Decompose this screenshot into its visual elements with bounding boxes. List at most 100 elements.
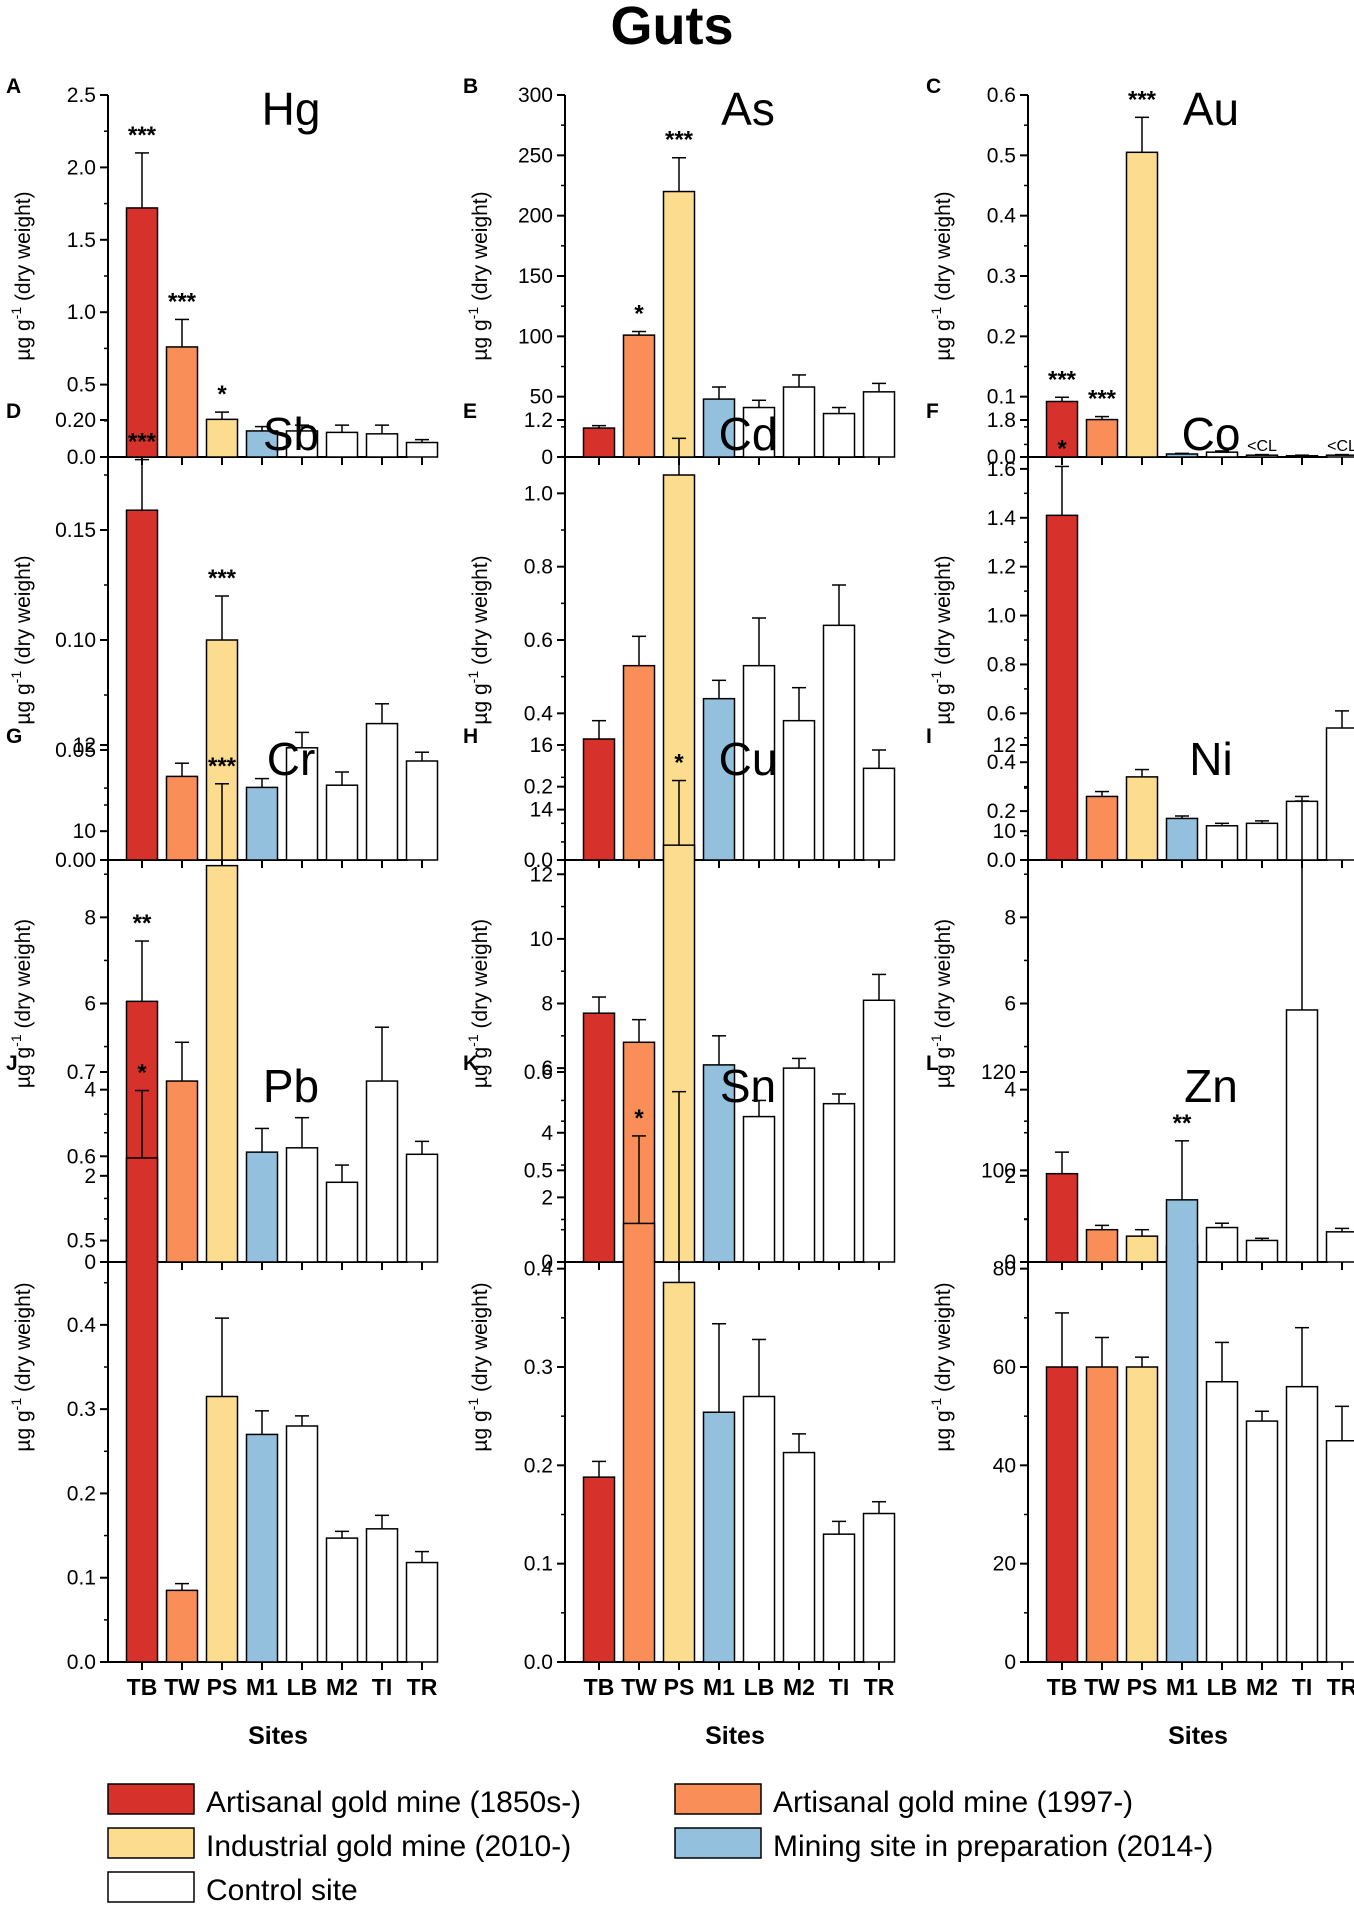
bar-m1 (1165, 1199, 1199, 1663)
bar-m2 (325, 1537, 359, 1663)
legend-label: Control site (206, 1874, 358, 1907)
y-tick-label: 0.2 (524, 776, 553, 799)
significance-marker: * (217, 381, 227, 408)
bar-m1 (245, 786, 279, 861)
y-tick-label: 0.3 (67, 1398, 96, 1421)
y-tick-label: 0.6 (524, 629, 553, 652)
significance-marker: *** (665, 127, 694, 154)
bar-tr (862, 767, 896, 861)
y-tick-label: 0.5 (524, 1159, 553, 1182)
significance-marker: * (634, 301, 644, 328)
y-tick-label: 1.0 (524, 482, 553, 505)
bar-ps (662, 1281, 696, 1663)
element-label: Pb (263, 1060, 319, 1112)
x-axis-label: Sites (705, 1722, 765, 1750)
panel-letter: K (463, 1052, 478, 1075)
bar-tw (622, 1222, 656, 1663)
bar-tw (622, 664, 656, 861)
bar-m1 (702, 1064, 736, 1263)
y-tick-label: 0.6 (987, 84, 1016, 107)
bar-tw (1085, 1228, 1119, 1263)
bar-tw (1085, 418, 1119, 458)
bar-ti (822, 624, 856, 861)
x-tick-label: LB (287, 1674, 318, 1700)
bar-tw (165, 1080, 199, 1263)
x-tick-label: TW (164, 1674, 200, 1700)
y-tick-label: 0.1 (67, 1567, 96, 1590)
significance-marker: *** (1088, 386, 1117, 413)
x-axis-label: Sites (1168, 1722, 1228, 1750)
significance-marker: ** (133, 910, 152, 937)
element-label: Cr (267, 733, 316, 785)
y-tick-label: 0 (1004, 1251, 1016, 1274)
legend-swatch (107, 1783, 195, 1815)
legend-item: Artisanal gold mine (1997-) (674, 1783, 1133, 1819)
bar-ti (1285, 455, 1319, 458)
x-tick-label: TI (372, 1674, 392, 1700)
y-tick-label: 8 (541, 993, 553, 1016)
y-tick-label: 40 (993, 1454, 1016, 1477)
element-label: Sb (263, 408, 319, 460)
legend-label: Artisanal gold mine (1997-) (773, 1786, 1133, 1819)
element-label: Ni (1189, 733, 1232, 785)
bar-ps (205, 864, 239, 1263)
bar-tr (1325, 454, 1354, 458)
bar-m1 (245, 430, 279, 458)
y-tick-label: 0.6 (524, 1061, 553, 1084)
panel-a: A Hg µg g-1 (dry weight) 0.0 0.5 1.0 1.5 2.0 2.5… (6, 75, 439, 469)
y-axis-label: µg g-1 (dry weight) (465, 555, 492, 724)
bar-m2 (1245, 454, 1279, 458)
panel-k: K Sn µg g-1 (dry weight) 0.0 0.1 0.2 0.3 0.4 0.5… (463, 1052, 896, 1750)
x-tick-label: TB (1047, 1674, 1078, 1700)
panel-j: J Pb µg g-1 (dry weight) 0.0 0.1 0.2 0.3 0.4 0.5… (6, 1052, 439, 1750)
legend-label: Mining site in preparation (2014-) (773, 1830, 1213, 1863)
y-tick-label: 0.05 (55, 739, 96, 762)
bar-m2 (782, 386, 816, 458)
x-tick-label: TI (1292, 1674, 1312, 1700)
y-axis-label: µg g-1 (dry weight) (8, 191, 35, 360)
significance-marker: *** (208, 753, 237, 780)
bar-m1 (245, 1433, 279, 1663)
y-tick-label: 0.2 (524, 1454, 553, 1477)
x-tick-label: M2 (1246, 1674, 1278, 1700)
below-detection-label: <CL (1247, 438, 1277, 455)
y-tick-label: 1.2 (524, 409, 553, 432)
panel-letter: H (463, 725, 478, 748)
bar-ti (1285, 1385, 1319, 1663)
bar-tb (582, 1012, 616, 1263)
bar-tw (165, 775, 199, 861)
x-tick-label: TB (584, 1674, 615, 1700)
panel-e: E Cd µg g-1 (dry weight) 0.0 0.2 0.4 0.6 0.8 1.0… (463, 400, 896, 872)
significance-marker: * (1057, 435, 1067, 462)
y-tick-label: 10 (73, 820, 96, 843)
legend: Artisanal gold mine (1850s-) Artisanal go… (107, 1783, 1213, 1907)
bar-m2 (325, 784, 359, 861)
bar-tr (1325, 1231, 1354, 1263)
y-axis-label: µg g-1 (dry weight) (8, 555, 35, 724)
significance-marker: * (674, 750, 684, 777)
x-tick-label: PS (207, 1674, 238, 1700)
bar-tr (405, 1561, 439, 1663)
bar-lb (742, 664, 776, 861)
y-tick-label: 0.0 (524, 1651, 553, 1674)
y-tick-label: 120 (981, 1061, 1016, 1084)
bar-tb (125, 207, 159, 458)
x-tick-label: TI (829, 1674, 849, 1700)
y-tick-label: 0 (84, 1251, 96, 1274)
significance-marker: *** (208, 565, 237, 592)
y-tick-label: 8 (1004, 906, 1016, 929)
panel-c: C Au µg g-1 (dry weight) 0.0 0.1 0.2 0.3 0.4 0.5… (926, 75, 1354, 469)
bar-tw (165, 1589, 199, 1663)
bar-tr (1325, 727, 1354, 861)
y-tick-label: 14 (530, 799, 554, 822)
element-label: Co (1182, 408, 1241, 460)
panel-letter: B (463, 75, 478, 98)
element-label: Zn (1184, 1060, 1238, 1112)
panel-letter: J (6, 1052, 18, 1075)
y-axis-label: µg g-1 (dry weight) (465, 919, 492, 1088)
bar-m2 (325, 1181, 359, 1263)
y-tick-label: 0.0 (987, 849, 1016, 872)
bar-lb (285, 430, 319, 458)
y-tick-label: 0.2 (987, 325, 1016, 348)
